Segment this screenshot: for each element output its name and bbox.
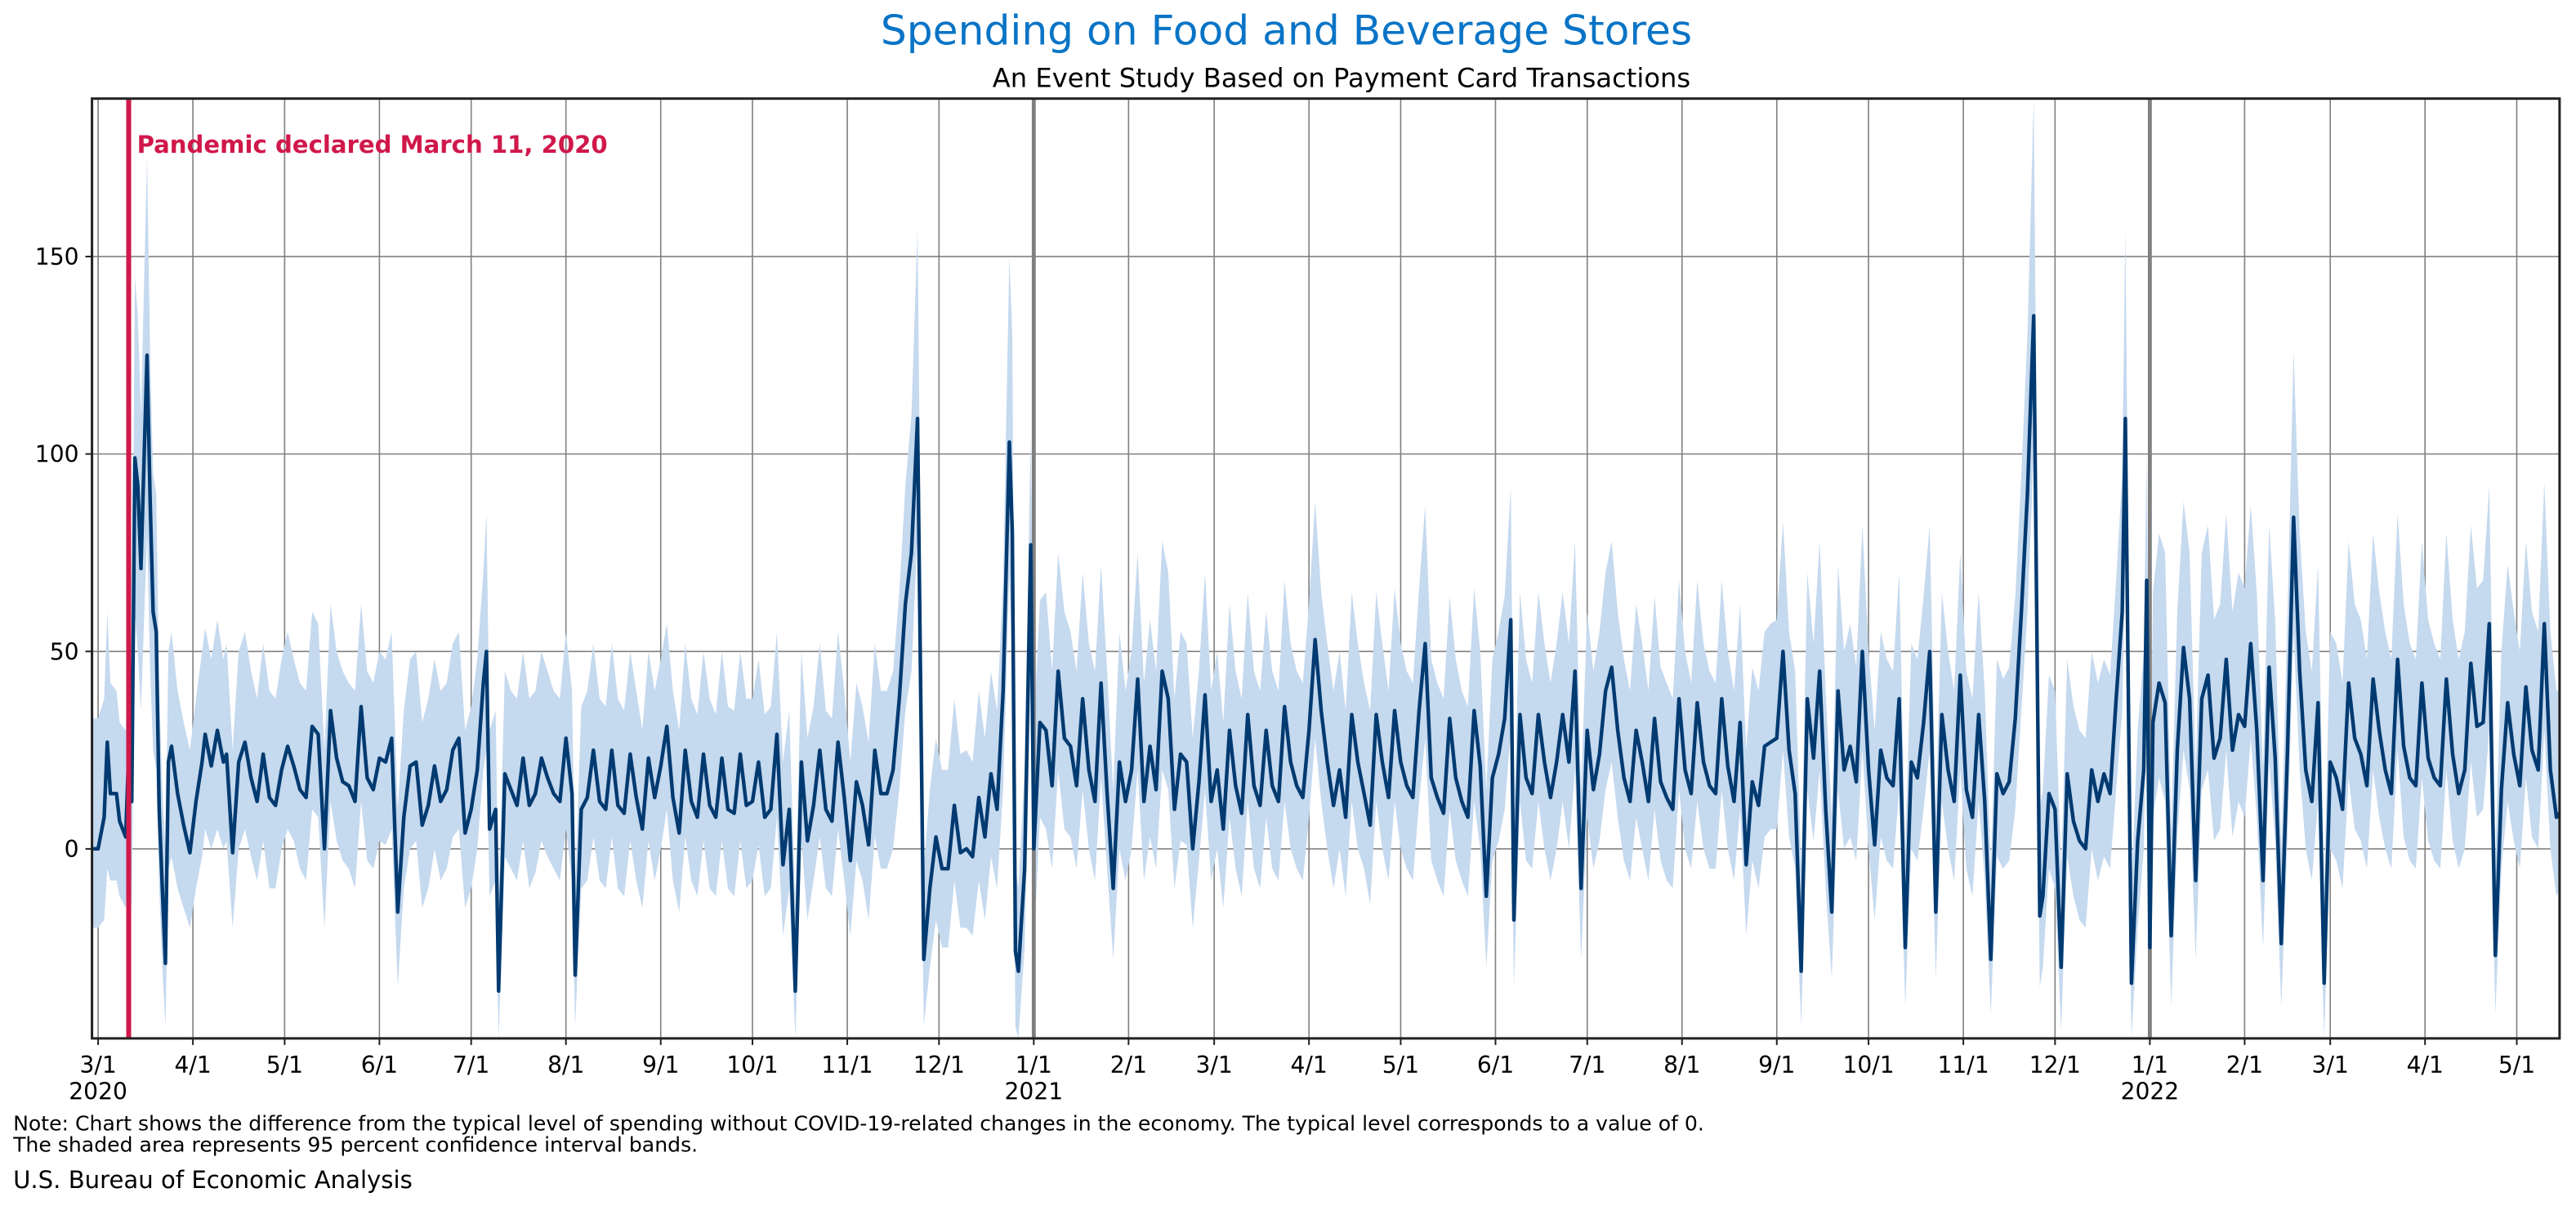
- y-axis: 0 50 100 150: [35, 243, 92, 863]
- y-tick-label: 100: [35, 441, 79, 468]
- x-tick-label: 9/1: [642, 1052, 679, 1079]
- x-tick-label: 12/1: [913, 1052, 965, 1079]
- x-tick-label: 2/1: [2226, 1052, 2263, 1079]
- pandemic-declared-label: Pandemic declared March 11, 2020: [137, 131, 608, 159]
- series-line: [92, 314, 2561, 994]
- x-tick-label: 4/1: [174, 1052, 211, 1079]
- x-tick-label: 2/1: [1110, 1052, 1147, 1079]
- plot-frame: [91, 97, 2561, 1040]
- note-line-1: Note: Chart shows the difference from th…: [13, 1111, 1704, 1135]
- x-tick-label: 5/1: [266, 1052, 303, 1079]
- y-tick-label: 150: [35, 243, 79, 270]
- x-year-label: 2021: [1005, 1078, 1064, 1105]
- x-tick-label: 7/1: [1569, 1052, 1605, 1079]
- chart-title: Spending on Food and Beverage Stores: [881, 6, 1692, 54]
- x-tick-label: 1/1: [1016, 1052, 1052, 1079]
- x-tick-label: 10/1: [1842, 1052, 1894, 1079]
- year-separators: [1031, 98, 2152, 1038]
- confidence-band: [92, 98, 2560, 1038]
- y-tick-label: 0: [65, 836, 79, 863]
- x-tick-label: 4/1: [2407, 1052, 2444, 1079]
- chart-subtitle: An Event Study Based on Payment Card Tra…: [993, 63, 1690, 94]
- x-tick-label: 8/1: [547, 1052, 584, 1079]
- x-tick-label: 5/1: [1382, 1052, 1419, 1079]
- x-tick-label: 10/1: [726, 1052, 778, 1079]
- x-tick-label: 4/1: [1291, 1052, 1328, 1079]
- x-year-label: 2022: [2121, 1078, 2180, 1105]
- x-tick-label: 6/1: [1477, 1052, 1514, 1079]
- x-tick-label: 11/1: [821, 1052, 873, 1079]
- series-lines: [92, 314, 2561, 994]
- x-tick-label: 7/1: [453, 1052, 489, 1079]
- note-line-2: The shaded area represents 95 percent co…: [12, 1133, 698, 1157]
- x-tick-label: 6/1: [361, 1052, 398, 1079]
- x-tick-label: 9/1: [1758, 1052, 1795, 1079]
- x-tick-label: 3/1: [1195, 1052, 1232, 1079]
- x-year-label: 2020: [69, 1078, 127, 1105]
- x-tick-label: 3/1: [79, 1052, 116, 1079]
- x-tick-label: 1/1: [2132, 1052, 2168, 1079]
- x-tick-label: 3/1: [2312, 1052, 2349, 1079]
- event-marker: Pandemic declared March 11, 2020: [126, 98, 608, 1038]
- x-tick-label: 5/1: [2498, 1052, 2535, 1079]
- source-credit: U.S. Bureau of Economic Analysis: [13, 1166, 413, 1194]
- ci-band: [92, 98, 2560, 1038]
- x-gridlines: [97, 98, 2518, 1038]
- x-tick-label: 12/1: [2029, 1052, 2081, 1079]
- x-tick-label: 11/1: [1937, 1052, 1989, 1079]
- y-tick-label: 50: [50, 638, 79, 665]
- x-tick-label: 8/1: [1663, 1052, 1700, 1079]
